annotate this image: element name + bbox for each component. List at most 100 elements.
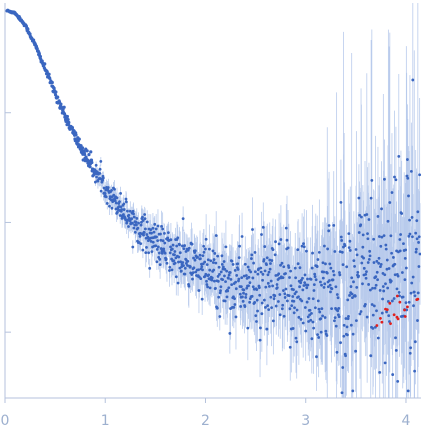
data-point bbox=[353, 264, 356, 268]
data-point bbox=[268, 267, 272, 271]
data-point bbox=[210, 278, 214, 282]
data-point bbox=[204, 237, 208, 241]
data-point bbox=[340, 239, 344, 242]
data-point bbox=[412, 304, 415, 308]
data-point bbox=[377, 256, 381, 260]
data-point bbox=[398, 294, 401, 298]
data-point bbox=[281, 303, 285, 307]
data-point bbox=[410, 281, 414, 285]
data-point bbox=[308, 308, 312, 312]
data-point bbox=[284, 272, 287, 275]
data-point bbox=[156, 224, 160, 228]
data-point bbox=[197, 289, 201, 292]
data-point bbox=[106, 186, 110, 189]
data-point bbox=[266, 273, 270, 277]
data-point bbox=[141, 215, 144, 219]
data-point bbox=[280, 307, 284, 311]
data-point bbox=[354, 349, 358, 353]
data-point bbox=[87, 152, 91, 157]
data-point bbox=[216, 275, 220, 278]
data-point bbox=[370, 178, 374, 182]
data-point bbox=[342, 334, 346, 338]
data-point bbox=[397, 290, 401, 294]
data-point bbox=[359, 310, 363, 313]
data-point bbox=[161, 239, 165, 243]
data-point bbox=[168, 269, 171, 272]
data-point bbox=[393, 262, 397, 266]
data-point bbox=[144, 251, 148, 255]
data-point bbox=[201, 268, 204, 272]
data-point bbox=[302, 284, 306, 287]
data-point bbox=[310, 337, 314, 341]
data-point bbox=[337, 315, 341, 319]
data-point bbox=[135, 217, 139, 220]
data-point bbox=[356, 271, 360, 274]
data-point bbox=[280, 261, 284, 265]
data-point bbox=[224, 280, 227, 284]
data-point bbox=[278, 293, 282, 296]
data-point bbox=[159, 247, 163, 250]
data-point bbox=[261, 272, 265, 276]
data-point bbox=[389, 279, 393, 283]
data-point bbox=[292, 299, 296, 303]
data-point bbox=[128, 209, 132, 213]
data-point bbox=[56, 95, 60, 99]
data-point bbox=[297, 315, 301, 319]
data-point bbox=[228, 332, 232, 335]
data-point bbox=[364, 276, 368, 280]
data-point bbox=[105, 202, 109, 205]
data-point bbox=[266, 304, 269, 308]
data-point bbox=[323, 316, 327, 319]
data-point bbox=[256, 309, 259, 313]
data-point bbox=[236, 268, 240, 271]
data-point bbox=[253, 270, 257, 274]
outlier-point bbox=[380, 320, 384, 324]
data-point bbox=[153, 222, 157, 226]
data-point bbox=[294, 290, 298, 294]
data-point bbox=[343, 244, 347, 248]
data-point bbox=[277, 272, 281, 276]
data-point bbox=[307, 320, 310, 323]
data-point bbox=[393, 175, 396, 179]
data-point bbox=[88, 165, 92, 169]
data-point bbox=[159, 232, 162, 236]
data-point bbox=[403, 256, 407, 260]
data-point bbox=[371, 286, 374, 290]
data-point bbox=[327, 229, 331, 233]
data-point bbox=[357, 274, 360, 278]
data-point bbox=[361, 245, 365, 249]
data-point bbox=[312, 283, 316, 286]
data-point bbox=[415, 219, 419, 223]
data-point bbox=[181, 261, 185, 264]
data-point bbox=[371, 313, 375, 317]
data-point bbox=[393, 273, 397, 277]
data-point bbox=[418, 252, 421, 256]
data-point bbox=[382, 234, 386, 238]
data-point bbox=[223, 274, 226, 278]
data-point bbox=[380, 311, 384, 315]
data-point bbox=[313, 272, 317, 276]
data-point bbox=[406, 158, 409, 161]
data-point bbox=[345, 333, 349, 337]
data-point bbox=[70, 126, 75, 130]
data-point bbox=[366, 261, 370, 264]
data-point bbox=[281, 276, 285, 280]
data-point bbox=[230, 259, 234, 263]
data-point bbox=[143, 213, 147, 216]
data-point bbox=[283, 296, 287, 299]
data-point bbox=[301, 321, 305, 325]
data-point bbox=[320, 283, 323, 287]
data-point bbox=[214, 286, 217, 290]
data-point bbox=[95, 175, 98, 179]
outlier-point bbox=[396, 317, 400, 321]
data-point bbox=[147, 251, 151, 255]
data-point bbox=[333, 250, 337, 253]
data-point bbox=[372, 304, 376, 308]
data-point bbox=[284, 287, 288, 291]
data-point bbox=[358, 213, 362, 217]
data-point bbox=[154, 244, 158, 248]
data-point bbox=[360, 261, 364, 265]
data-point bbox=[94, 180, 97, 184]
data-point bbox=[170, 268, 174, 272]
data-point bbox=[279, 263, 282, 267]
